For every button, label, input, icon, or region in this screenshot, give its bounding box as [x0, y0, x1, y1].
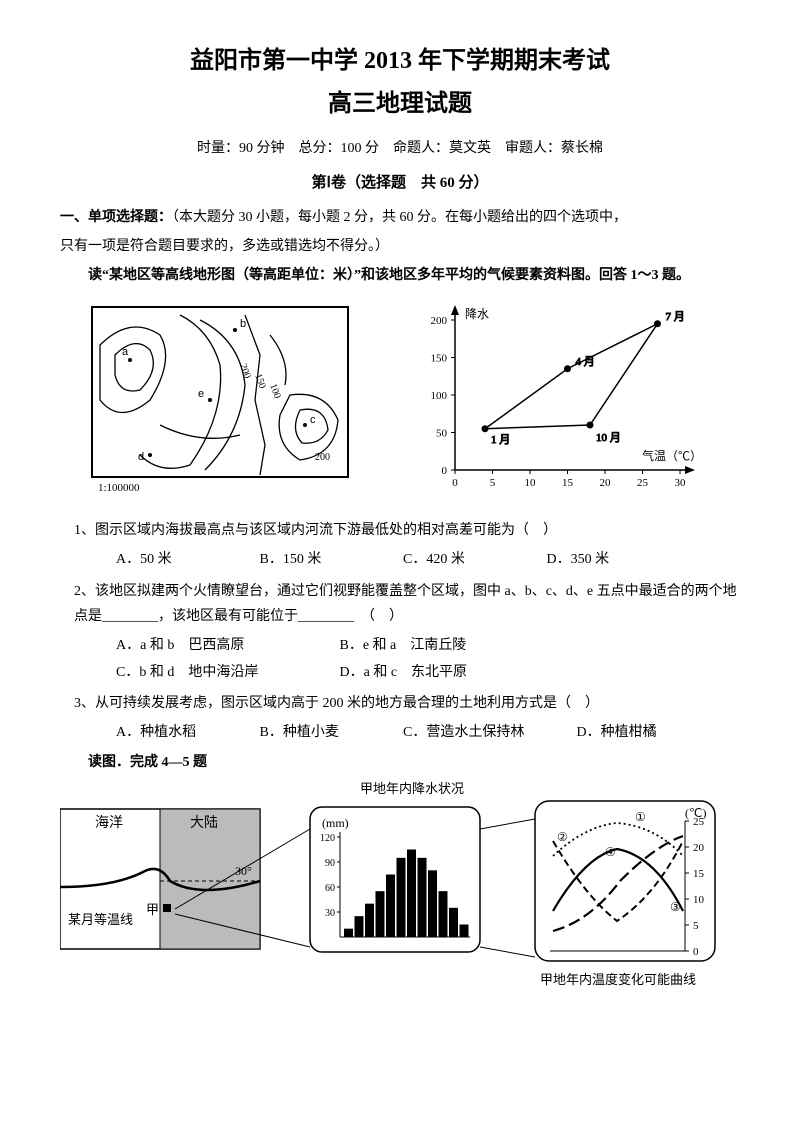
composite-figure: 甲地年内降水状况 海洋 大陆 30° 某月等温线 甲 (mm) 120 90 60 3… [60, 779, 740, 989]
curve-4: ④ [605, 845, 616, 859]
contour-label: 200 [315, 452, 330, 463]
title-sub: 高三地理试题 [60, 83, 740, 126]
q2-opt-b: B．e 和 a 江南丘陵 [340, 633, 560, 658]
point-d: d [138, 451, 144, 463]
svg-text:60: 60 [325, 883, 335, 894]
svg-text:0: 0 [442, 465, 448, 477]
svg-text:200: 200 [431, 315, 448, 327]
right-caption: 甲地年内温度变化可能曲线 [540, 972, 696, 987]
svg-text:20: 20 [600, 477, 612, 489]
svg-text:25: 25 [637, 477, 649, 489]
part1-desc2: 只有一项是符合题目要求的，多选或错选均不得分。） [60, 234, 740, 259]
section-header: 第Ⅰ卷（选择题 共 60 分） [60, 170, 740, 197]
q1-opt-b: B．150 米 [260, 547, 400, 572]
q3-options: A．种植水稻 B．种植小麦 C．营造水土保持林 D．种植柑橘 [60, 720, 740, 745]
q3-opt-b: B．种植小麦 [260, 720, 400, 745]
curve-2: ② [557, 830, 568, 844]
ocean-label: 海洋 [95, 815, 123, 831]
curve-3: ③ [670, 900, 681, 914]
contour-map: a b c d e 200 150 100 200 1:100000 [90, 305, 350, 495]
part1-heading-line: 一、单项选择题：（本大题分 30 小题，每小题 2 分，共 60 分。在每小题给… [60, 205, 740, 230]
q1-opt-a: A．50 米 [116, 547, 256, 572]
svg-text:10: 10 [525, 477, 537, 489]
isotherm-label: 某月等温线 [68, 912, 133, 927]
figure-row-1: a b c d e 200 150 100 200 1:100000 05010… [60, 300, 740, 500]
svg-text:15: 15 [693, 868, 705, 880]
q2-options-row1: A．a 和 b 巴西高原 B．e 和 a 江南丘陵 [60, 633, 740, 658]
svg-text:10 月: 10 月 [596, 432, 621, 444]
mid-title: 甲地年内降水状况 [360, 781, 464, 796]
intro-q4-5: 读图．完成 4—5 题 [60, 750, 740, 775]
mid-unit: (mm) [322, 816, 349, 830]
jia-label: 甲 [146, 902, 159, 917]
question-3: 3、从可持续发展考虑，图示区域内高于 200 米的地方最合理的土地利用方式是（ … [60, 691, 740, 716]
svg-text:20: 20 [693, 842, 705, 854]
q1-opt-c: C．420 米 [403, 547, 543, 572]
intro-q1-3: 读“某地区等高线地形图（等高距单位：米）”和该地区多年平均的气候要素资料图。回答… [60, 263, 740, 288]
q2-opt-d: D．a 和 c 东北平原 [340, 660, 560, 685]
q2-opt-a: A．a 和 b 巴西高原 [116, 633, 336, 658]
q3-opt-a: A．种植水稻 [116, 720, 256, 745]
svg-text:100: 100 [431, 390, 448, 402]
svg-text:50: 50 [436, 428, 448, 440]
title-main: 益阳市第一中学 2013 年下学期期末考试 [60, 40, 740, 83]
svg-text:30: 30 [325, 908, 335, 919]
map-scale: 1:100000 [98, 482, 140, 494]
q3-opt-d: D．种植柑橘 [577, 720, 717, 745]
point-e: e [198, 388, 204, 400]
svg-text:15: 15 [562, 477, 574, 489]
point-a: a [122, 346, 129, 358]
q1-options: A．50 米 B．150 米 C．420 米 D．350 米 [60, 547, 740, 572]
lat-label: 30° [235, 864, 252, 878]
svg-text:5: 5 [693, 920, 699, 932]
q3-opt-c: C．营造水土保持林 [403, 720, 573, 745]
curve-1: ① [635, 810, 646, 824]
y-axis-label: 降水 [465, 307, 489, 321]
q1-opt-d: D．350 米 [547, 547, 687, 572]
svg-text:5: 5 [490, 477, 496, 489]
point-b: b [240, 318, 246, 330]
svg-text:0: 0 [693, 946, 699, 958]
svg-text:120: 120 [320, 833, 335, 844]
svg-text:10: 10 [693, 894, 705, 906]
x-axis-label: 气温（℃） [642, 448, 702, 463]
question-1: 1、图示区域内海拔最高点与该区域内河流下游最低处的相对高差可能为（ ） [60, 518, 740, 543]
part1-desc1: （本大题分 30 小题，每小题 2 分，共 60 分。在每小题给出的四个选项中， [172, 210, 627, 225]
part1-heading: 一、单项选择题： [60, 210, 172, 225]
svg-text:1 月: 1 月 [491, 434, 510, 446]
land-label: 大陆 [190, 815, 218, 831]
q2-opt-c: C．b 和 d 地中海沿岸 [116, 660, 336, 685]
svg-text:7 月: 7 月 [666, 311, 685, 323]
svg-text:4 月: 4 月 [576, 356, 595, 368]
climate-chart: 0 50 100 150 200 0 5 10 15 20 25 30 降水 气温（℃） 1 月 4 … [410, 300, 710, 500]
svg-text:90: 90 [325, 858, 335, 869]
point-c: c [310, 414, 316, 426]
meta-line: 时量：90 分钟 总分：100 分 命题人：莫文英 审题人：蔡长棉 [60, 136, 740, 161]
svg-text:30: 30 [675, 477, 687, 489]
question-2: 2、该地区拟建两个火情瞭望台，通过它们视野能覆盖整个区域，图中 a、b、c、d、… [60, 579, 740, 629]
svg-text:25: 25 [693, 816, 705, 828]
q2-options-row2: C．b 和 d 地中海沿岸 D．a 和 c 东北平原 [60, 660, 740, 685]
svg-text:0: 0 [452, 477, 458, 489]
svg-text:150: 150 [431, 353, 448, 365]
